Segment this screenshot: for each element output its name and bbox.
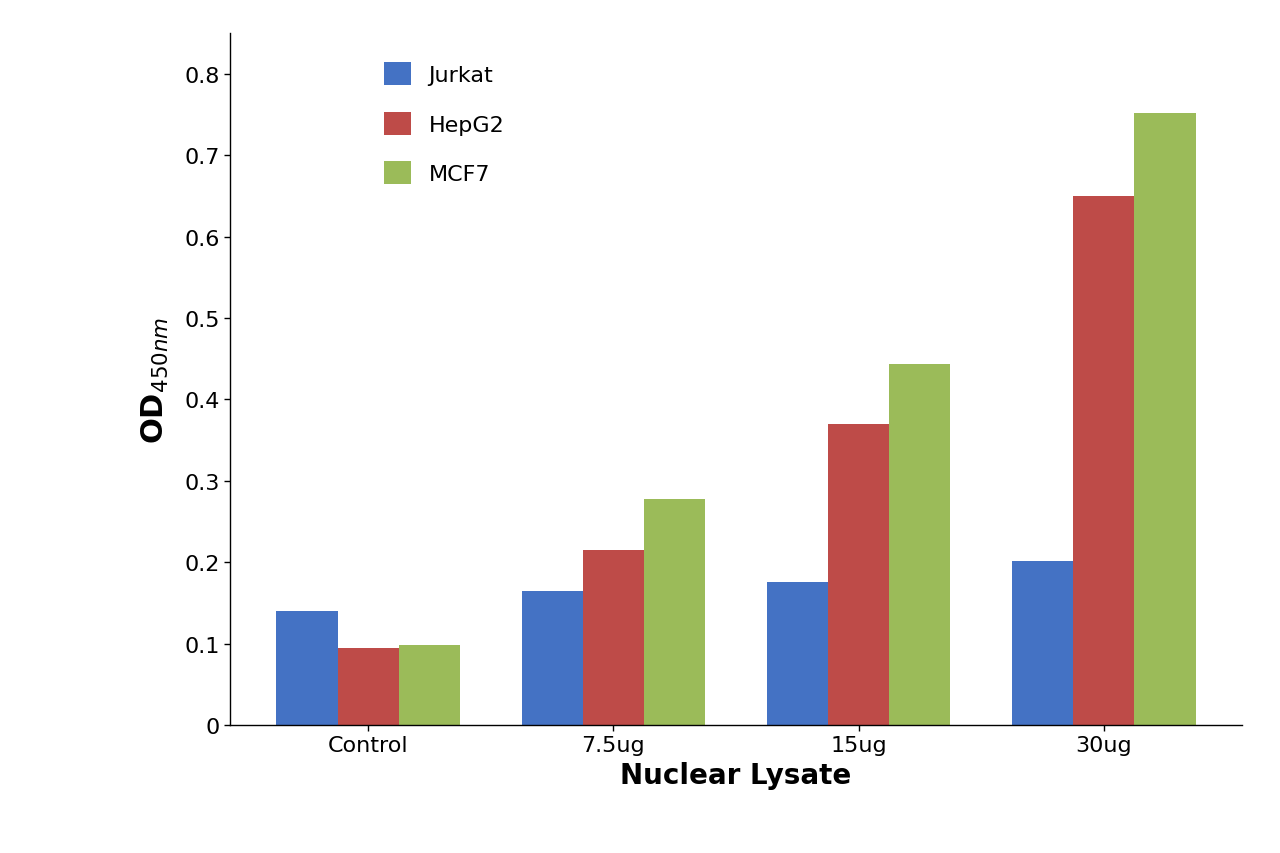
Legend: Jurkat, HepG2, MCF7: Jurkat, HepG2, MCF7	[372, 52, 516, 196]
Bar	[521, 591, 582, 725]
Bar	[644, 499, 705, 725]
Bar	[767, 583, 828, 725]
X-axis label: Nuclear Lysate: Nuclear Lysate	[621, 761, 851, 789]
Bar	[582, 550, 644, 725]
Bar	[1073, 197, 1134, 725]
Bar	[399, 646, 461, 725]
Bar	[1011, 561, 1073, 725]
Bar	[338, 647, 399, 725]
Bar	[828, 424, 890, 725]
Bar	[276, 612, 338, 725]
Y-axis label: OD$_{450nm}$: OD$_{450nm}$	[140, 316, 170, 443]
Bar	[890, 365, 951, 725]
Bar	[1134, 113, 1196, 725]
